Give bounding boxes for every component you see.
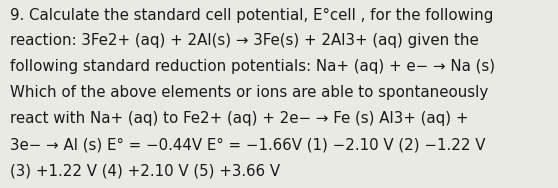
Text: react with Na+ (aq) to Fe2+ (aq) + 2e− → Fe (s) Al3+ (aq) +: react with Na+ (aq) to Fe2+ (aq) + 2e− →…	[10, 111, 469, 126]
Text: following standard reduction potentials: Na+ (aq) + e− → Na (s): following standard reduction potentials:…	[10, 59, 495, 74]
Text: 9. Calculate the standard cell potential, E°cell , for the following: 9. Calculate the standard cell potential…	[10, 8, 493, 23]
Text: 3e− → Al (s) E° = −0.44V E° = −1.66V (1) −2.10 V (2) −1.22 V: 3e− → Al (s) E° = −0.44V E° = −1.66V (1)…	[10, 137, 485, 152]
Text: Which of the above elements or ions are able to spontaneously: Which of the above elements or ions are …	[10, 85, 488, 100]
Text: reaction: 3Fe2+ (aq) + 2Al(s) → 3Fe(s) + 2Al3+ (aq) given the: reaction: 3Fe2+ (aq) + 2Al(s) → 3Fe(s) +…	[10, 33, 479, 49]
Text: (3) +1.22 V (4) +2.10 V (5) +3.66 V: (3) +1.22 V (4) +2.10 V (5) +3.66 V	[10, 163, 280, 178]
